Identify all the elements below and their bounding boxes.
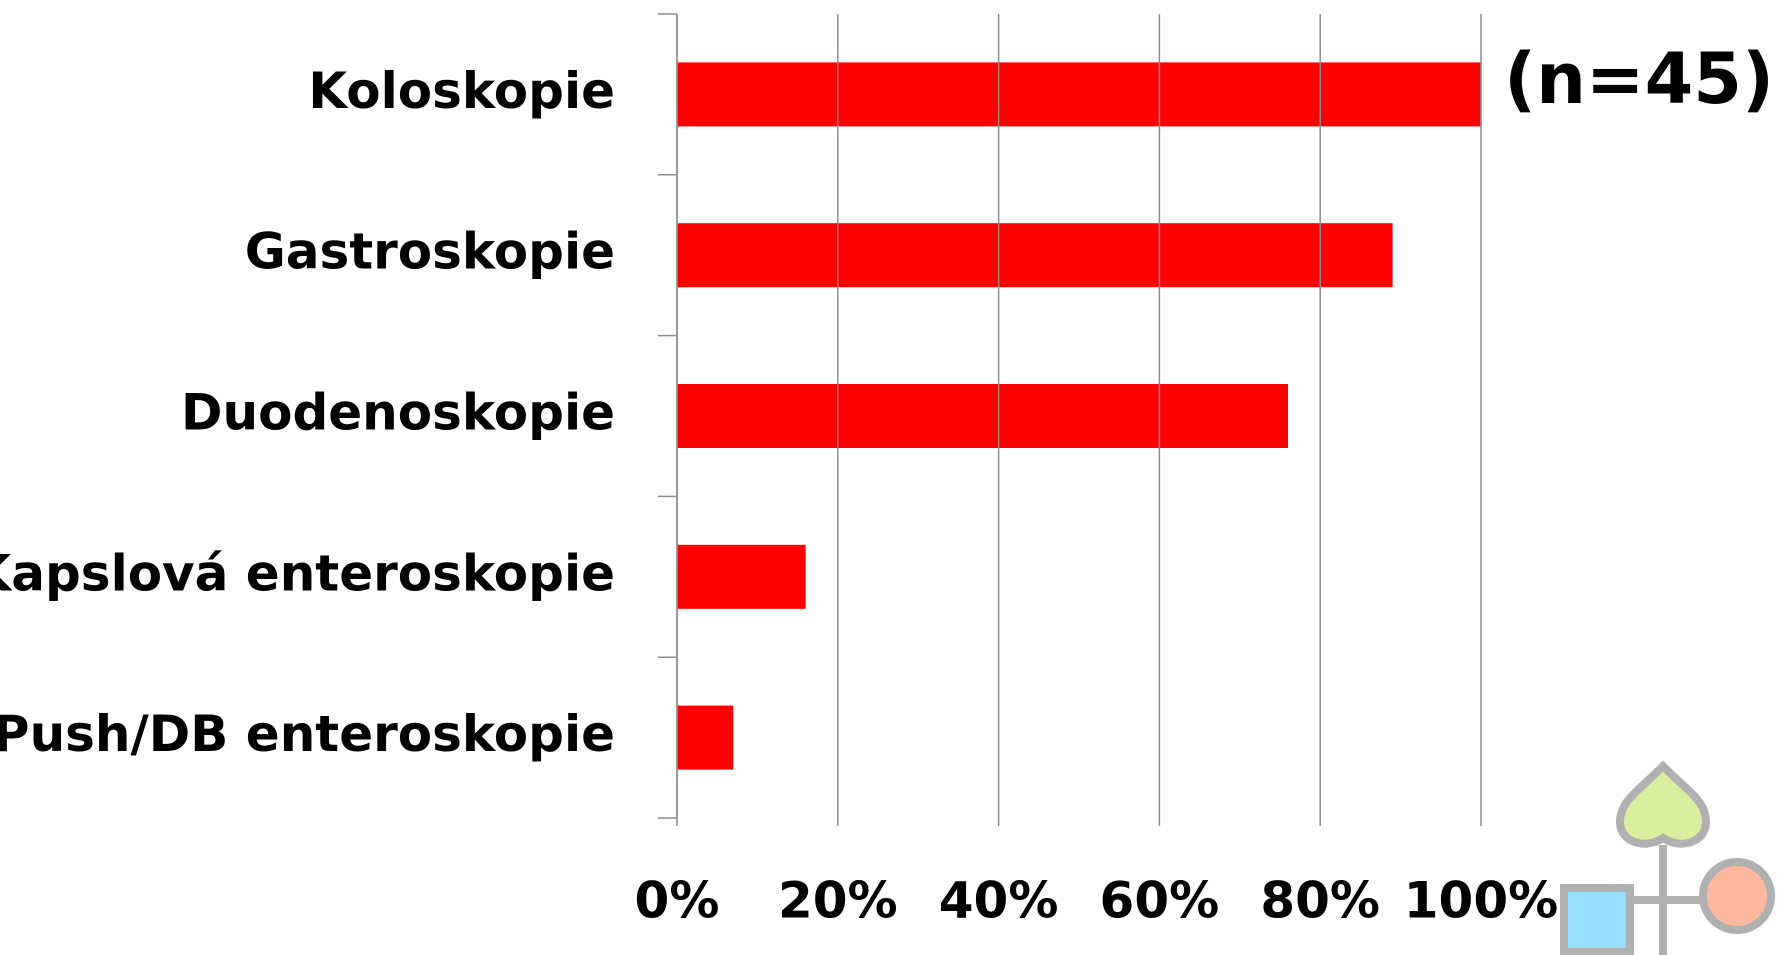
x-tick-label: 20% bbox=[778, 872, 898, 930]
x-tick-label: 80% bbox=[1260, 872, 1380, 930]
bar bbox=[677, 705, 734, 770]
bar bbox=[677, 544, 806, 609]
x-tick-label: 40% bbox=[939, 872, 1059, 930]
bar bbox=[677, 384, 1289, 448]
logo bbox=[1560, 760, 1775, 955]
annotation: (n=45) bbox=[1504, 38, 1774, 120]
x-tick-label: 60% bbox=[1100, 872, 1220, 930]
category-label: Push/DB enteroskopie bbox=[0, 705, 615, 763]
x-tick-label: 100% bbox=[1404, 872, 1558, 930]
category-label: Duodenoskopie bbox=[181, 384, 615, 442]
bar bbox=[677, 62, 1481, 127]
bar bbox=[677, 223, 1393, 288]
category-label: Koloskopie bbox=[308, 62, 615, 120]
x-tick-label: 0% bbox=[635, 872, 720, 930]
category-label: Kapslová enteroskopie bbox=[0, 544, 615, 602]
category-label: Gastroskopie bbox=[245, 223, 615, 281]
